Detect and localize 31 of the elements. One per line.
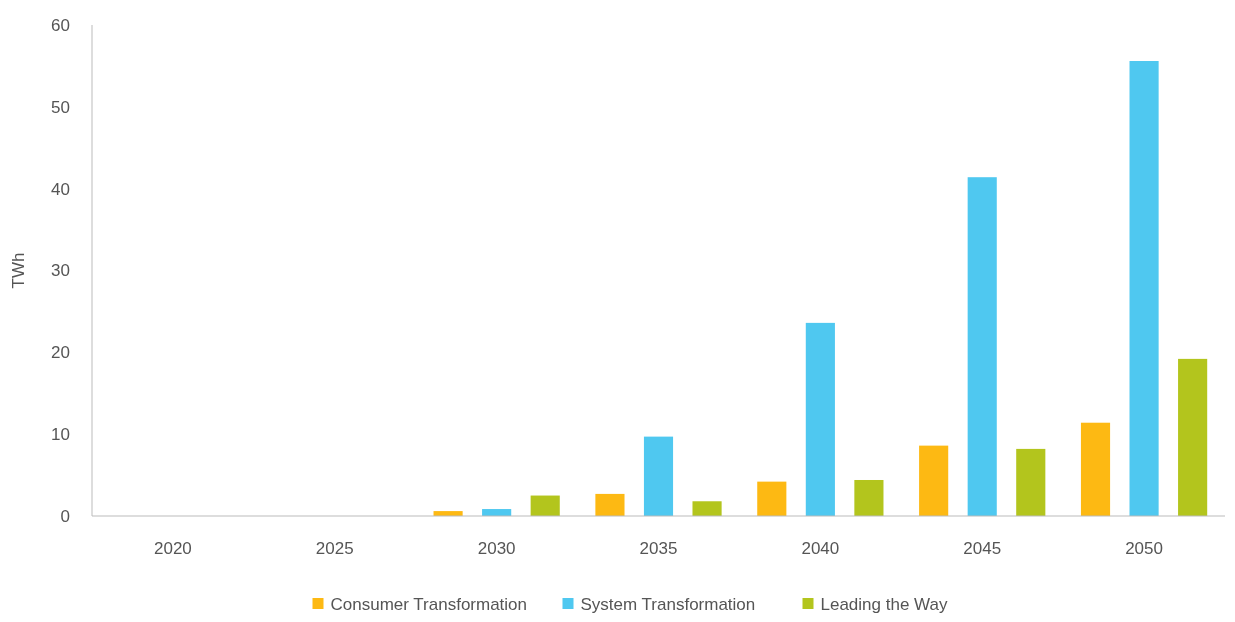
legend-label: Leading the Way (820, 595, 948, 614)
bar (919, 445, 949, 516)
x-tick-label: 2050 (1125, 539, 1163, 558)
x-tick-label: 2040 (801, 539, 840, 558)
y-tick-label: 20 (51, 343, 70, 363)
legend-label: Consumer Transformation (330, 595, 528, 614)
x-tick-label: 2045 (963, 539, 1002, 558)
y-tick-label: 10 (51, 425, 70, 445)
x-tick-label: 2030 (477, 539, 516, 558)
bar (595, 493, 625, 516)
y-tick-label: 30 (51, 261, 70, 281)
bar (1080, 422, 1111, 516)
bar (805, 322, 835, 516)
legend-label: System Transformation (580, 595, 756, 614)
y-tick-label: 40 (51, 179, 70, 199)
y-axis-title: TWh (9, 252, 28, 289)
bar (1129, 61, 1159, 516)
bar (1178, 358, 1208, 516)
bar (643, 436, 674, 516)
x-tick-label: 2020 (154, 539, 192, 558)
x-tick-label: 2035 (639, 539, 678, 558)
bar (854, 479, 884, 516)
bar (530, 495, 560, 516)
bar (757, 481, 787, 516)
bar (1016, 448, 1046, 516)
bar (967, 177, 997, 516)
bar (692, 501, 722, 516)
y-tick-label: 0 (60, 506, 70, 526)
y-tick-label: 50 (51, 97, 70, 117)
y-tick-label: 60 (51, 15, 70, 35)
x-tick-label: 2025 (315, 539, 354, 558)
